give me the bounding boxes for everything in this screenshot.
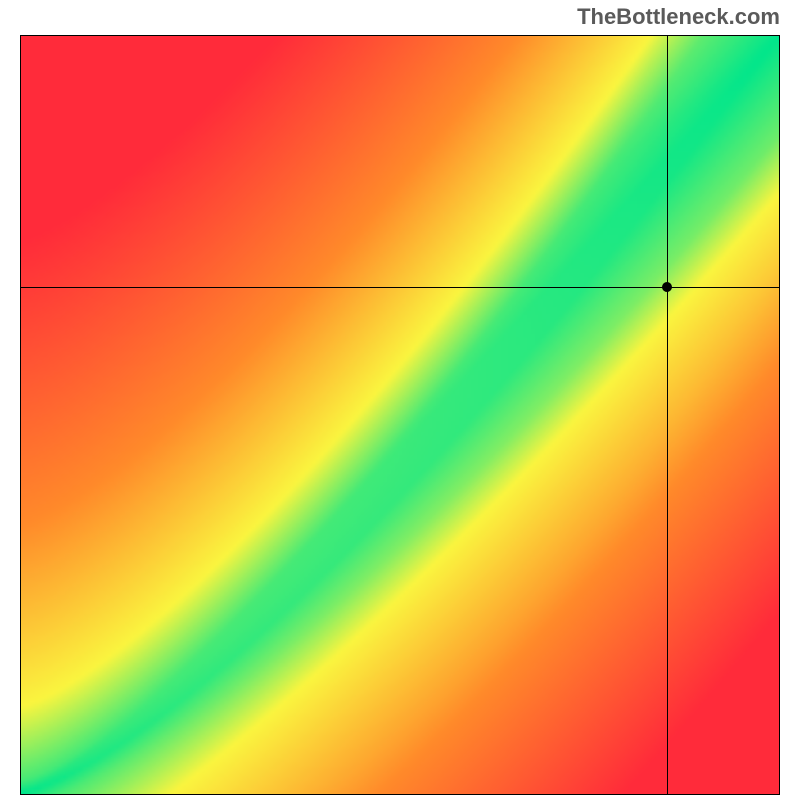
bottleneck-heatmap [20,35,780,795]
watermark-text: TheBottleneck.com [577,4,780,30]
heatmap-canvas [21,36,779,794]
crosshair-marker [662,282,672,292]
crosshair-vertical [667,36,668,794]
